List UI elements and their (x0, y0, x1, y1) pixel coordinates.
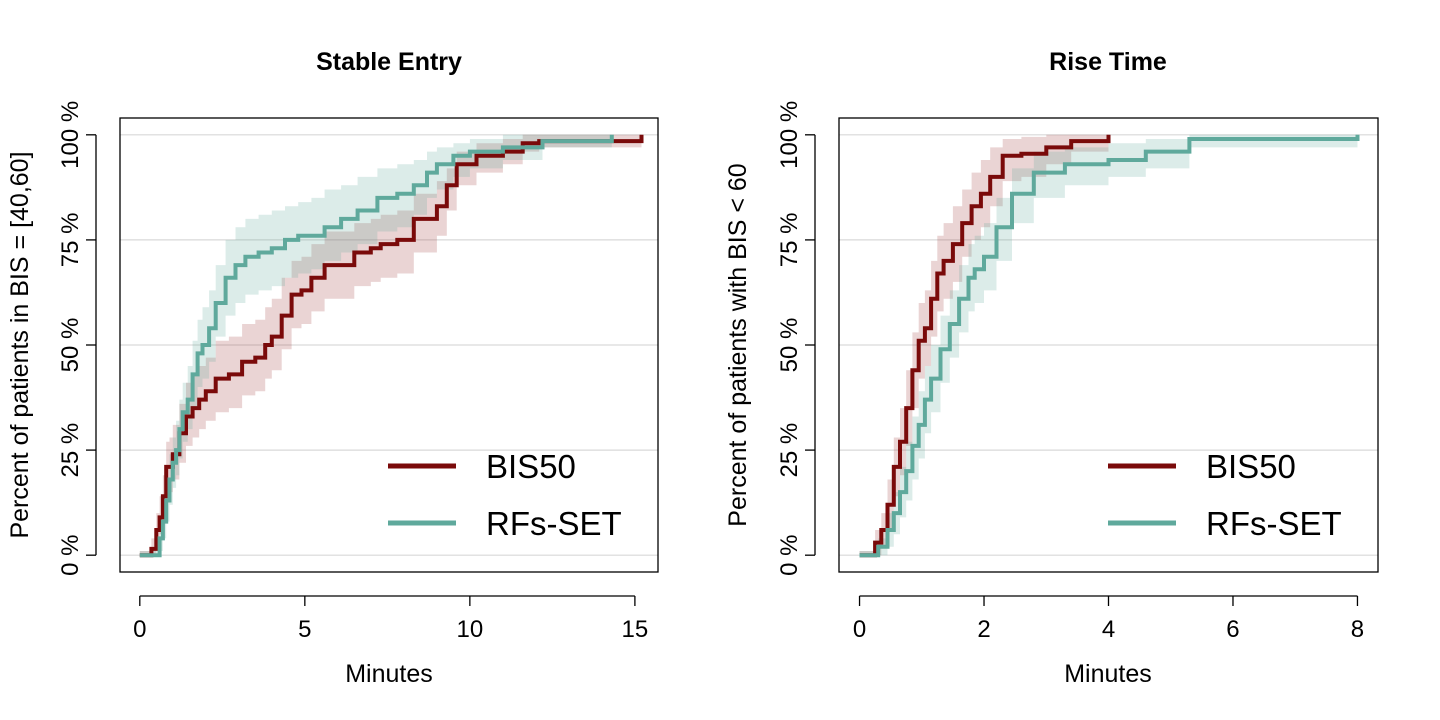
y-axis-title: Percent of patients with BIS < 60 (724, 163, 752, 526)
x-axis-title: Minutes (1064, 660, 1152, 688)
y-tick-label: 25 % (57, 423, 84, 478)
x-tick-label: 0 (853, 616, 866, 643)
confidence-band-rfs-set (139, 134, 612, 556)
y-tick-label: 75 % (776, 213, 803, 268)
x-tick-label: 6 (1226, 616, 1239, 643)
y-axis: 0 % 25 % 50 % 75 % 100 % (57, 101, 97, 576)
legend-label-rfs-set: RFs-SET (1206, 505, 1342, 542)
x-axis-title: Minutes (345, 660, 433, 688)
x-axis: 0 5 10 15 (133, 595, 649, 643)
chart-title: Rise Time (1049, 48, 1167, 76)
legend-label-bis50: BIS50 (486, 448, 576, 485)
x-tick-label: 2 (977, 616, 990, 643)
legend-label-rfs-set: RFs-SET (486, 505, 622, 542)
confidence-band-bis50 (859, 134, 1109, 556)
y-axis: 0 % 25 % 50 % 75 % 100 % (776, 101, 816, 576)
stable-entry-panel: Stable Entry Minutes Percent of patients… (6, 48, 659, 688)
x-tick-label: 10 (457, 616, 484, 643)
x-tick-label: 4 (1102, 616, 1115, 643)
plot-frame (838, 117, 1379, 573)
confidence-band-rfs-set (859, 134, 1358, 556)
plot-area (839, 134, 1378, 558)
x-axis: 0 2 4 6 8 (853, 595, 1364, 643)
legend-label-bis50: BIS50 (1206, 448, 1296, 485)
y-tick-label: 0 % (776, 535, 803, 576)
y-tick-label: 50 % (57, 318, 84, 373)
plot-frame (119, 117, 659, 573)
y-tick-label: 100 % (57, 101, 84, 169)
series-line-bis50 (859, 134, 1111, 558)
y-tick-label: 75 % (57, 213, 84, 268)
chart-title: Stable Entry (316, 48, 462, 76)
y-tick-label: 25 % (776, 423, 803, 478)
confidence-band-bis50 (139, 134, 642, 556)
legend: BIS50 RFs-SET (388, 448, 622, 542)
rise-time-panel: Rise Time Minutes Percent of patients wi… (724, 48, 1379, 688)
x-tick-label: 8 (1351, 616, 1364, 643)
y-tick-label: 100 % (776, 101, 803, 169)
x-tick-label: 15 (622, 616, 649, 643)
y-axis-title: Percent of patients in BIS = [40,60] (6, 151, 34, 538)
y-tick-label: 50 % (776, 318, 803, 373)
legend: BIS50 RFs-SET (1108, 448, 1342, 542)
series-line-rfs-set (859, 134, 1360, 558)
x-tick-label: 5 (298, 616, 311, 643)
x-tick-label: 0 (133, 616, 146, 643)
series-line-rfs-set (139, 134, 614, 558)
plot-area (120, 134, 658, 558)
y-tick-label: 0 % (57, 535, 84, 576)
